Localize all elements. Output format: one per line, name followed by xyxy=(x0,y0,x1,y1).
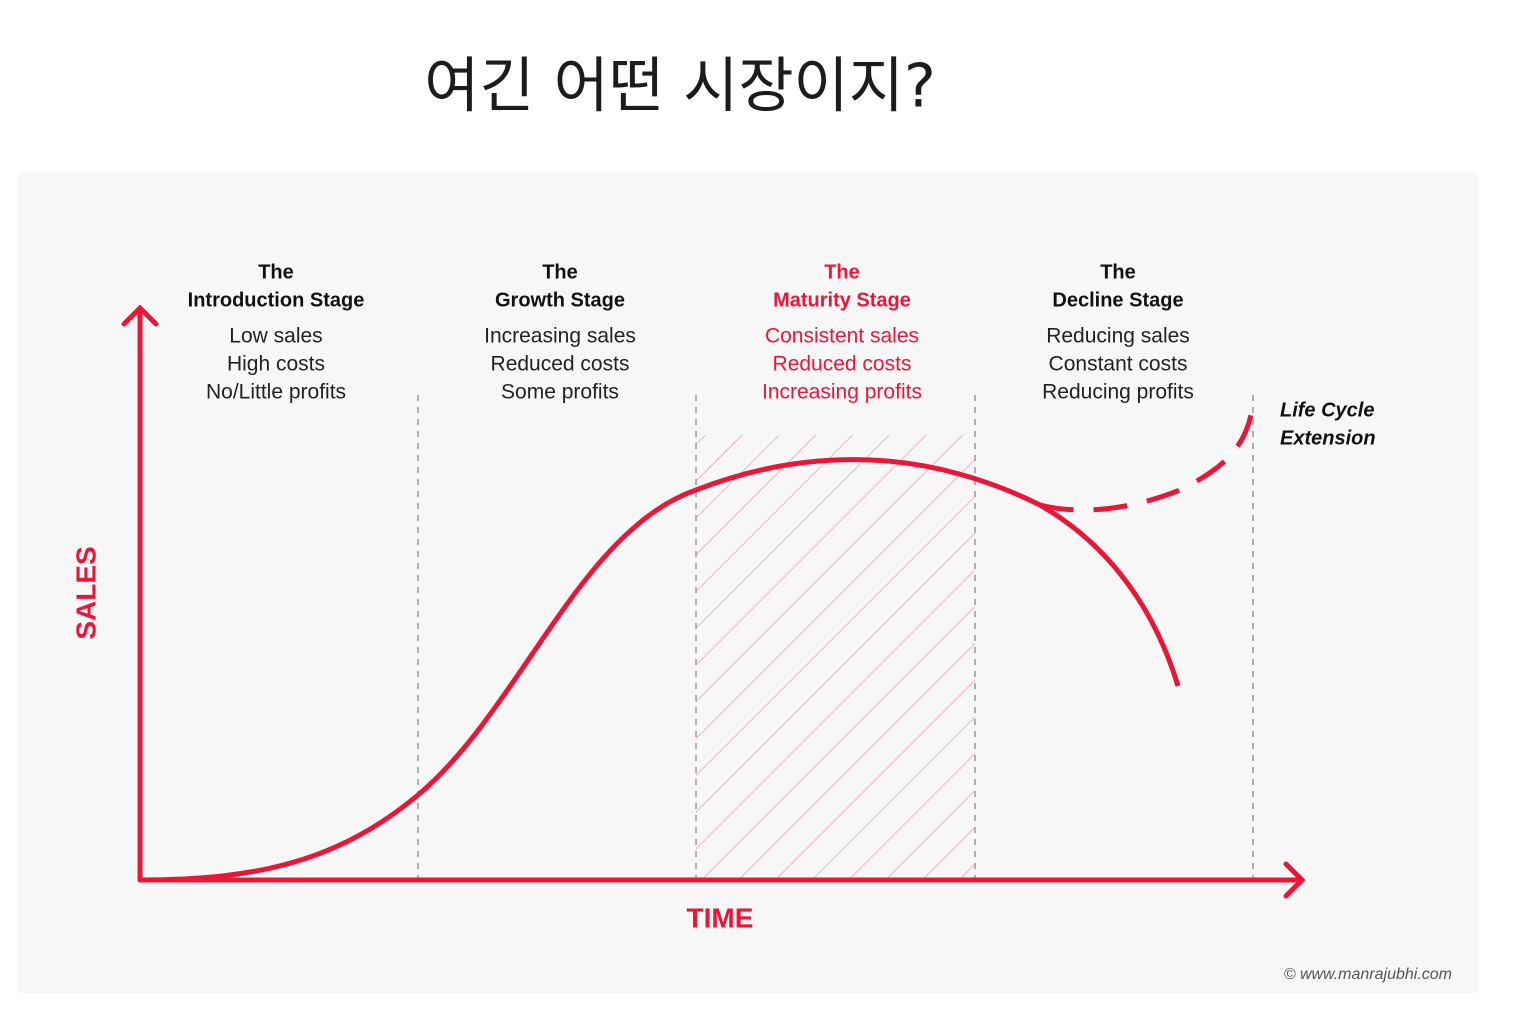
stage-note: Increasing sales xyxy=(484,325,636,348)
extension-curve xyxy=(1039,409,1255,513)
stage-note: No/Little profits xyxy=(206,381,346,404)
life-cycle-curve xyxy=(139,457,1181,883)
stage-note: High costs xyxy=(227,353,325,376)
stage-heading: The xyxy=(824,261,860,283)
stage-name: Maturity Stage xyxy=(773,289,911,311)
stage-heading: The xyxy=(258,261,294,283)
x-axis-label: TIME xyxy=(687,902,754,933)
maturity-hatch xyxy=(696,435,975,880)
credit: © www.manrajubhi.com xyxy=(1284,966,1452,983)
stage-note: Reduced costs xyxy=(773,353,912,376)
stage-note: Constant costs xyxy=(1049,353,1188,376)
extension-label: Life Cycle xyxy=(1280,399,1374,421)
stage-dividers xyxy=(417,395,1254,880)
stage-note: Low sales xyxy=(229,325,322,348)
stage-note: Reducing sales xyxy=(1046,325,1190,348)
stage-note: Some profits xyxy=(501,381,619,404)
stage-name: Introduction Stage xyxy=(188,289,365,311)
stage-note: Consistent sales xyxy=(765,325,919,348)
stage-name: Growth Stage xyxy=(495,289,625,311)
stage-note: Increasing profits xyxy=(762,381,922,404)
extension-label: Extension xyxy=(1280,427,1376,449)
stage-heading: The xyxy=(542,261,578,283)
stage-note: Reduced costs xyxy=(491,353,630,376)
stage-name: Decline Stage xyxy=(1052,289,1183,311)
stage-heading: The xyxy=(1100,261,1136,283)
slide-title: 여긴 어떤 시장이지? xyxy=(424,52,936,122)
stage-note: Reducing profits xyxy=(1042,381,1194,404)
axes xyxy=(121,304,1306,899)
y-axis-label: SALES xyxy=(70,546,101,639)
